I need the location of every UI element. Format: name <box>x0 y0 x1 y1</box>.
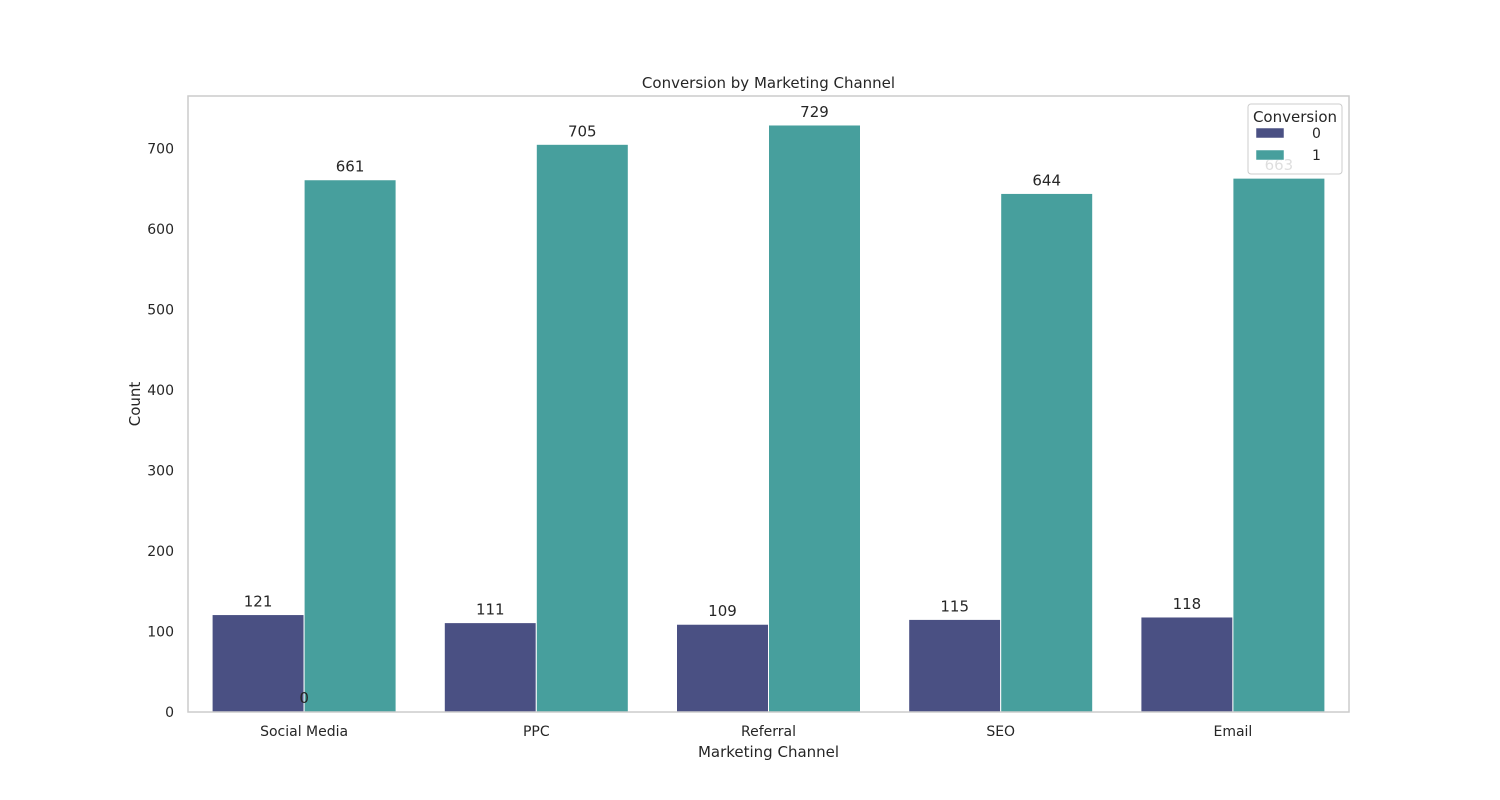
bar-email-conversion-1 <box>1232 177 1326 713</box>
bar-value-label: 118 <box>1173 595 1202 613</box>
bar-value-label: 115 <box>940 597 969 615</box>
bar-referral-conversion-0 <box>676 623 769 713</box>
y-tick-label: 600 <box>147 222 174 238</box>
bar-social-media-conversion-1 <box>303 179 397 713</box>
bar-social-media-conversion-0 <box>211 614 305 713</box>
bar-value-label: 729 <box>800 103 829 121</box>
x-tick-label: PPC <box>523 724 550 740</box>
legend-entry-label: 0 <box>1312 126 1321 142</box>
x-tick-label: Referral <box>741 724 796 740</box>
legend-entry-label: 1 <box>1312 148 1321 164</box>
bar-seo-conversion-1 <box>1000 192 1094 713</box>
plot-frame <box>187 95 1350 713</box>
chart-title: Conversion by Marketing Channel <box>642 74 895 92</box>
y-axis-label: Count <box>126 382 144 427</box>
x-tick-label: Social Media <box>260 724 348 740</box>
legend-title: Conversion <box>1253 108 1337 126</box>
bar-value-label: 644 <box>1032 171 1061 189</box>
bar-value-label: 661 <box>336 158 365 176</box>
bar-value-label: 705 <box>568 122 597 140</box>
legend: Conversion 0 1 <box>1247 103 1343 175</box>
y-tick-label: 100 <box>147 624 174 640</box>
y-tick-label: 300 <box>147 463 174 479</box>
legend-swatch-1 <box>1255 149 1285 161</box>
bar-ppc-conversion-0 <box>443 622 537 713</box>
y-tick-label: 700 <box>147 141 174 157</box>
legend-swatch-0 <box>1255 127 1285 139</box>
bar-email-conversion-0 <box>1140 616 1234 713</box>
bar-value-label-zero: 0 <box>299 689 309 707</box>
y-tick-label: 200 <box>147 544 174 560</box>
bar-referral-conversion-1 <box>768 124 861 713</box>
bar-value-label: 109 <box>708 602 737 620</box>
y-tick-label: 400 <box>147 383 174 399</box>
y-tick-label: 500 <box>147 302 174 318</box>
bar-seo-conversion-0 <box>908 618 1002 713</box>
x-axis-label: Marketing Channel <box>698 743 839 761</box>
bar-value-label: 111 <box>476 601 505 619</box>
x-tick-label: SEO <box>986 724 1015 740</box>
bar-ppc-conversion-1 <box>535 143 629 713</box>
bar-value-label: 121 <box>244 593 273 611</box>
y-tick-label: 0 <box>165 705 174 721</box>
x-tick-label: Email <box>1213 724 1252 740</box>
